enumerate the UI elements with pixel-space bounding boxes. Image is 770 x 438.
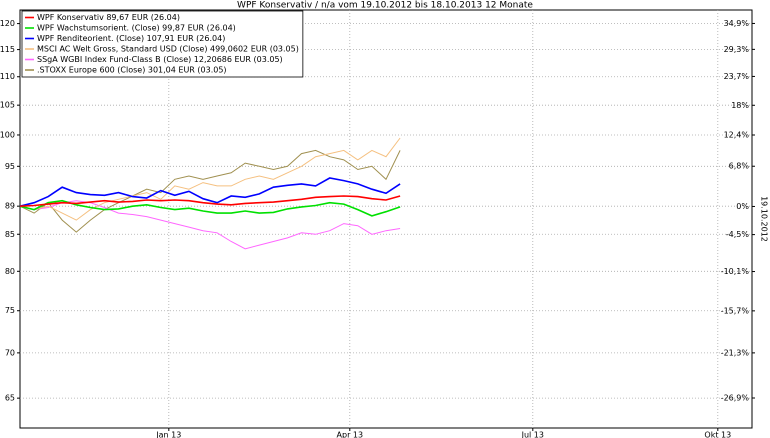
data-line (19, 177, 401, 207)
legend-label: WPF Konservativ 89,67 EUR (26.04) (37, 13, 180, 22)
y2-tick-label: 23,7% (724, 72, 750, 81)
y2-tick-label: -21,3% (721, 348, 750, 357)
data-line (19, 195, 401, 207)
legend-box (21, 10, 304, 78)
legend-label: .STOXX Europe 600 (Close) 301,04 EUR (03… (37, 66, 227, 75)
y2-tick-label: -4,5% (726, 230, 750, 239)
data-line (19, 200, 401, 250)
y-tick-label: 105 (0, 101, 15, 110)
y-tick-label: 75 (5, 306, 15, 315)
y2-tick-label: 6,8% (729, 162, 750, 171)
x-tick-label: Jan 13 (155, 431, 181, 438)
y2-tick-label: 0% (736, 202, 749, 211)
data-line (19, 149, 401, 233)
y-tick-label: 100 (0, 130, 15, 139)
data-line (19, 199, 401, 217)
legend-label: MSCI AC Welt Gross, Standard USD (Close)… (37, 45, 299, 54)
y-tick-label: 65 (5, 394, 15, 403)
chart-title: WPF Konservativ / n/a vom 19.10.2012 bis… (237, 1, 533, 11)
x-tick-label: Jul 13 (521, 431, 544, 438)
y2-tick-label: -10,1% (721, 267, 750, 276)
y2-tick-label: -26,9% (721, 394, 750, 403)
y2-tick-label: 12,4% (724, 130, 750, 139)
y-tick-label: 80 (5, 267, 15, 276)
y2-tick-label: 18% (731, 101, 749, 110)
legend-label: WPF Wachstumsorient. (Close) 99,87 EUR (… (37, 24, 236, 33)
y2-axis-label: 19.10.2012 (760, 196, 769, 242)
y-tick-label: 89 (5, 202, 15, 211)
legend-label: SSgA WGBI Index Fund-Class B (Close) 12,… (37, 55, 283, 64)
y2-tick-label: 29,3% (724, 45, 750, 54)
y-tick-label: 115 (0, 45, 15, 54)
y-tick-label: 85 (5, 230, 15, 239)
legend-label: WPF Renditeorient. (Close) 107,91 EUR (2… (37, 34, 225, 43)
y2-tick-label: -15,7% (721, 306, 750, 315)
x-tick-label: Okt 13 (704, 431, 731, 438)
plot-frame (19, 9, 753, 429)
y2-tick-label: 34,9% (724, 19, 750, 28)
y-tick-label: 120 (0, 19, 15, 28)
y-tick-label: 110 (0, 72, 15, 81)
y-tick-label: 95 (5, 162, 15, 171)
y-tick-label: 70 (5, 348, 15, 357)
data-line (19, 137, 401, 221)
legend: WPF Konservativ 89,67 EUR (26.04) WPF Wac… (21, 10, 304, 78)
x-tick-label: Apr 13 (337, 431, 364, 438)
